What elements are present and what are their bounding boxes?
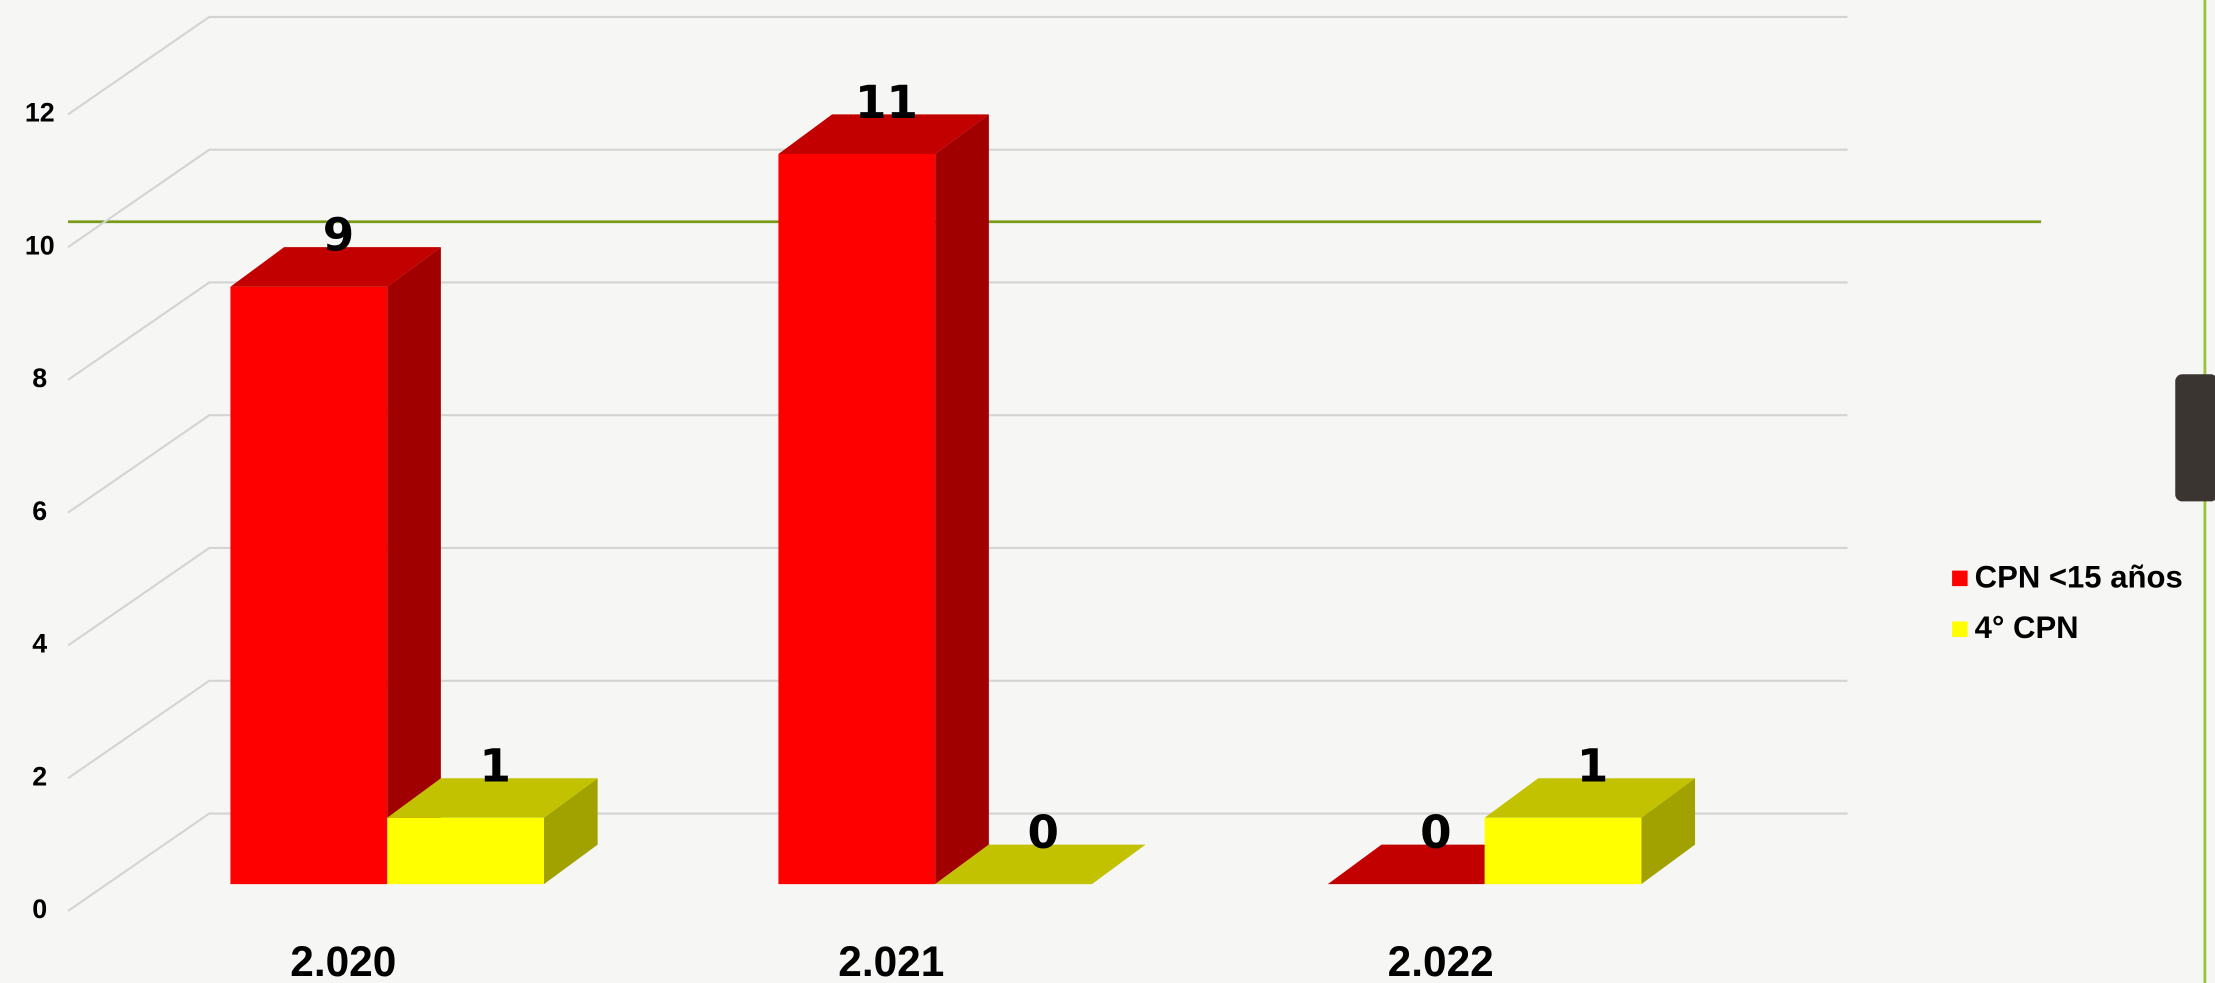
- value-label: 9: [323, 209, 354, 262]
- x-tick-label: 2.022: [1388, 938, 1494, 983]
- legend-label: 4° CPN: [1975, 610, 2079, 645]
- grid-line: [67, 15, 1848, 116]
- bar-side: [1641, 778, 1696, 885]
- bar-side: [387, 247, 441, 885]
- y-tick-label: 0: [32, 894, 47, 924]
- value-label: 1: [480, 740, 511, 793]
- bar-top: [778, 114, 989, 154]
- bar-top: [230, 247, 441, 287]
- bar: [230, 247, 441, 885]
- x-tick-label: 2.021: [838, 938, 944, 983]
- value-label: 11: [855, 76, 918, 129]
- grid-line: [67, 679, 1848, 780]
- bar-front: [230, 286, 388, 885]
- x-tick-label: 2.020: [290, 938, 396, 983]
- bar: [1484, 778, 1696, 885]
- y-tick-label: 10: [25, 230, 55, 260]
- grid-line: [67, 812, 1848, 912]
- bar-top: [1484, 778, 1696, 818]
- grid-line: [67, 414, 1848, 514]
- legend-swatch: [1952, 621, 1968, 637]
- bar-front: [387, 817, 544, 885]
- bar-front: [778, 153, 936, 885]
- bar-side: [935, 114, 989, 885]
- value-label: 0: [1420, 806, 1451, 859]
- legend-label: CPN <15 años: [1975, 559, 2183, 594]
- grid-line: [67, 281, 1848, 381]
- grid-line: [67, 148, 1848, 249]
- bar: [778, 114, 989, 885]
- y-tick-label: 2: [32, 761, 47, 791]
- bar-top: [935, 844, 1146, 885]
- side-tab: [2175, 374, 2215, 502]
- y-tick-label: 6: [32, 496, 47, 526]
- value-label: 0: [1028, 806, 1059, 859]
- legend-swatch: [1952, 570, 1968, 587]
- bar-side: [543, 778, 598, 885]
- grid-line: [67, 546, 1848, 647]
- bar: [387, 778, 598, 885]
- y-tick-label: 12: [25, 97, 55, 127]
- bar-top: [387, 778, 598, 818]
- value-label: 1: [1577, 740, 1608, 793]
- y-tick-label: 4: [32, 629, 47, 659]
- y-tick-label: 8: [32, 363, 47, 393]
- bar: [935, 844, 1146, 885]
- bar-front: [1484, 817, 1642, 885]
